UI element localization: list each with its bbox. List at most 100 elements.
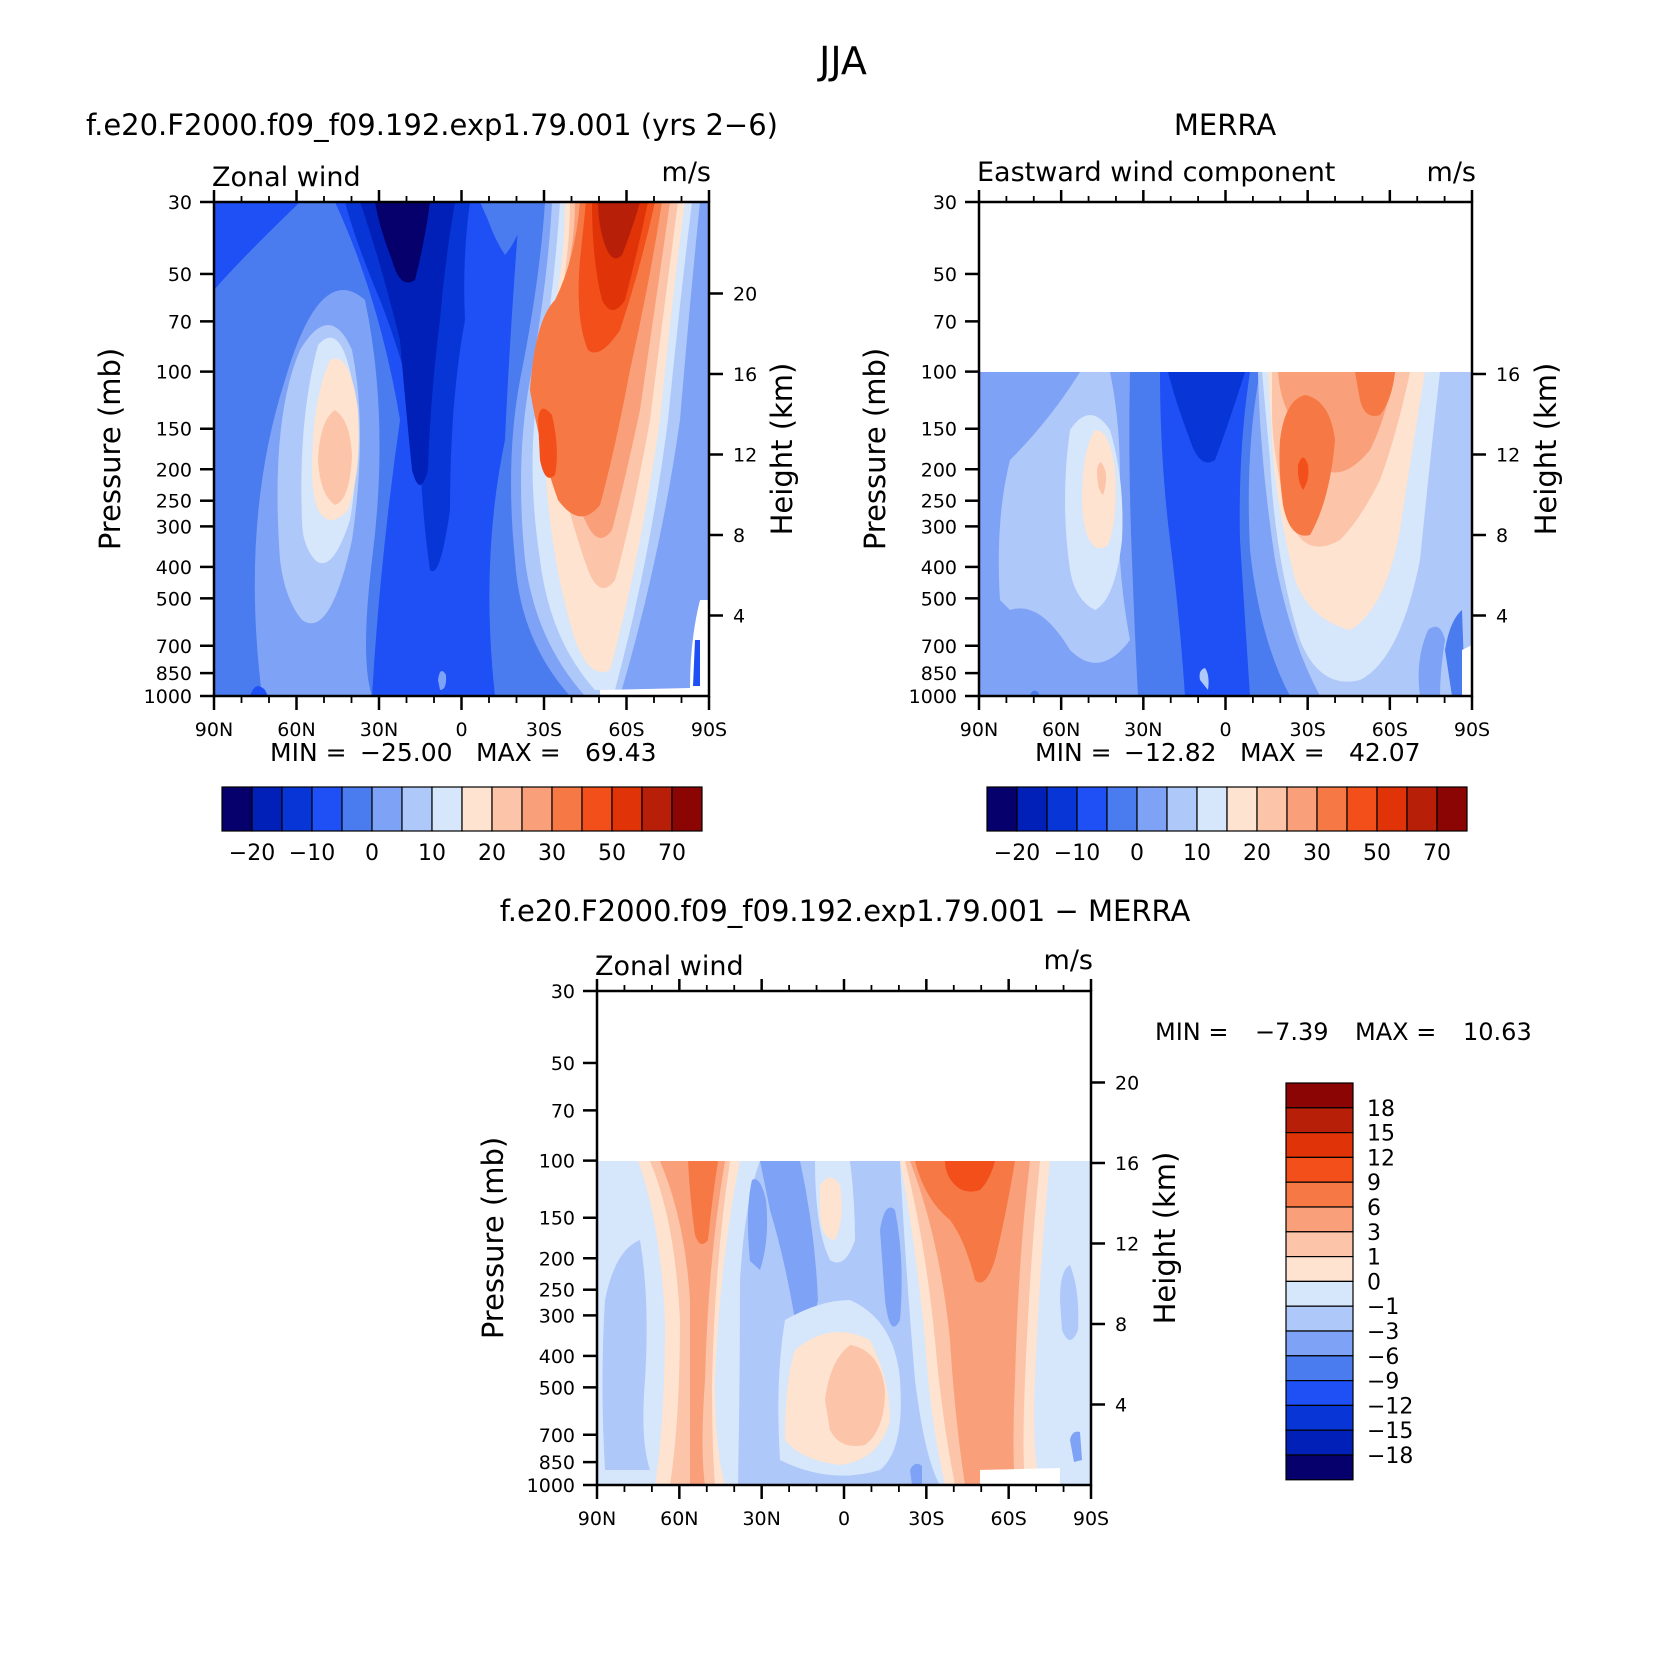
y2-tick-label: 16 [1496, 364, 1520, 386]
contour-region [693, 640, 700, 686]
y-tick-label: 200 [921, 459, 957, 481]
contour-region [979, 372, 1060, 500]
colorbar-swatch [1285, 1255, 1354, 1282]
y-tick-label: 850 [539, 1452, 575, 1474]
y-tick-label: 100 [156, 362, 192, 384]
panel-left-label: Zonal wind [595, 951, 744, 982]
colorbar-label: 9 [1367, 1171, 1381, 1196]
x-tick-label: 30S [908, 1508, 944, 1530]
colorbar-label: −20 [229, 841, 275, 866]
x-tick-label: 60S [991, 1508, 1027, 1530]
contour-region [1199, 668, 1209, 690]
contour-region [375, 202, 430, 283]
colorbar-swatch [1076, 786, 1108, 832]
colorbar-label: 70 [658, 841, 686, 866]
colorbar: −20 −10 0 10 20 30 50 70 [986, 786, 1468, 866]
units-label: m/s [1427, 157, 1476, 188]
y-tick-label: 70 [933, 311, 957, 333]
contour-region [602, 1240, 650, 1470]
y-axis-label: Pressure (mb) [858, 348, 892, 550]
min-value: −7.39 [1255, 1018, 1329, 1046]
colorbar-label: −3 [1367, 1320, 1399, 1345]
colorbar-swatch [1046, 786, 1078, 832]
colorbar-label: 10 [1183, 841, 1211, 866]
min-label: MIN = [1155, 1018, 1228, 1046]
contour-region [1097, 462, 1107, 495]
colorbar-label: 10 [418, 841, 446, 866]
units-label: m/s [662, 157, 711, 188]
panel-difference: f.e20.F2000.f09_f09.192.exp1.79.001 − ME… [476, 894, 1532, 1530]
y-tick-label: 400 [539, 1346, 575, 1368]
y2-tick-label: 16 [1115, 1153, 1139, 1175]
y-tick-label: 850 [156, 663, 192, 685]
contour-region [1030, 690, 1040, 696]
y-axis-label: Pressure (mb) [93, 348, 127, 550]
axes: 90N 60N 30N 0 30S 60S 90S 30 50 70 100 150 200 250 300… [909, 190, 1520, 741]
max-label: MAX = [1240, 738, 1325, 767]
colorbar-label: 50 [1363, 841, 1391, 866]
y2-tick-label: 8 [1496, 525, 1508, 547]
panel-title: f.e20.F2000.f09_f09.192.exp1.79.001 − ME… [500, 894, 1191, 928]
page-title: JJA [817, 39, 867, 83]
colorbar-label: 70 [1423, 841, 1451, 866]
y2-tick-label: 20 [1115, 1072, 1139, 1094]
contour-region [1445, 610, 1465, 696]
x-tick-label: 30S [526, 719, 562, 741]
colorbar-swatch [401, 786, 433, 832]
y2-tick-label: 8 [733, 525, 745, 547]
colorbar-swatch [1136, 786, 1168, 832]
y-tick-label: 70 [168, 311, 192, 333]
colorbar-swatch [611, 786, 643, 832]
x-tick-label: 60N [660, 1508, 698, 1530]
contour-region [825, 1345, 885, 1446]
panel-title: MERRA [1174, 108, 1276, 142]
colorbar-label: 50 [598, 841, 626, 866]
colorbar-swatch [1346, 786, 1378, 832]
colorbar-swatch [1285, 1280, 1354, 1307]
colorbar-label: −1 [1367, 1295, 1399, 1320]
colorbar-swatch [1196, 786, 1228, 832]
contour-region [688, 1161, 718, 1244]
colorbar-swatch [491, 786, 523, 832]
y2-tick-label: 16 [733, 364, 757, 386]
colorbar-swatch [1106, 786, 1138, 832]
y-tick-label: 700 [921, 636, 957, 658]
min-label: MIN = [270, 738, 347, 767]
y-tick-label: 50 [551, 1053, 575, 1075]
contour-region [214, 202, 300, 290]
units-label: m/s [1044, 945, 1093, 976]
contour-region [480, 202, 530, 255]
contour-region [915, 1161, 1015, 1283]
stats-line: MIN = −12.82 MAX = 42.07 [1035, 738, 1421, 767]
colorbar-label: 15 [1367, 1122, 1395, 1147]
contour-region [318, 410, 352, 505]
colorbar-label: 6 [1367, 1196, 1381, 1221]
colorbar-label: −20 [994, 841, 1040, 866]
y2-tick-label: 8 [1115, 1314, 1127, 1336]
y2-tick-label: 12 [1115, 1233, 1139, 1255]
x-tick-label: 90N [578, 1508, 616, 1530]
colorbar-label: −10 [1054, 841, 1100, 866]
colorbar-swatch [641, 786, 673, 832]
colorbar-swatch [1226, 786, 1258, 832]
colorbar-swatch [551, 786, 583, 832]
colorbar-swatch [1016, 786, 1048, 832]
y-tick-label: 1000 [527, 1475, 575, 1497]
missing-data [600, 600, 709, 696]
colorbar-label: 0 [1130, 841, 1144, 866]
x-tick-label: 0 [1219, 719, 1231, 741]
y-axis-label: Pressure (mb) [476, 1137, 510, 1339]
x-tick-label: 60N [277, 719, 315, 741]
x-tick-label: 90S [1073, 1508, 1109, 1530]
y-tick-label: 300 [921, 516, 957, 538]
colorbar-swatch [1286, 786, 1318, 832]
x-tick-label: 90N [195, 719, 233, 741]
panel-title: f.e20.F2000.f09_f09.192.exp1.79.001 (yrs… [86, 108, 778, 142]
y-tick-label: 250 [921, 491, 957, 513]
colorbar-swatch [1285, 1454, 1354, 1481]
contour-field [597, 1161, 1091, 1485]
x-tick-label: 30S [1290, 719, 1326, 741]
colorbar-swatch [1285, 1131, 1354, 1158]
y-tick-label: 400 [921, 557, 957, 579]
max-value: 69.43 [585, 738, 657, 767]
